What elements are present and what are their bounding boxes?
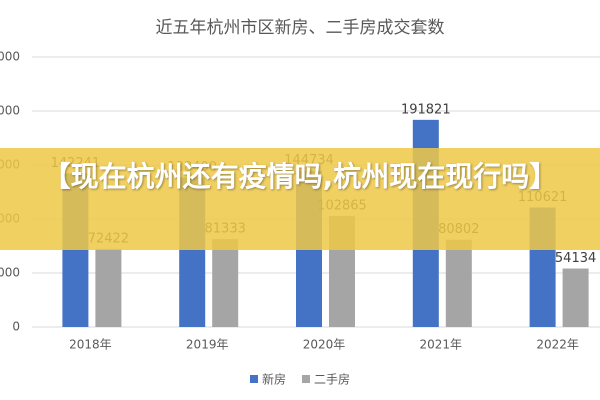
banner-background: [0, 148, 600, 250]
legend-label: 二手房: [314, 372, 350, 387]
y-tick-label: 50000: [0, 266, 20, 280]
y-tick-label: 0: [12, 320, 20, 334]
bar: [562, 268, 589, 327]
bar: [212, 239, 239, 327]
banner-text: 【现在杭州还有疫情吗,杭州现在现行吗】: [42, 160, 558, 193]
x-tick-label: 2022年: [536, 338, 579, 352]
x-tick-label: 2019年: [186, 338, 229, 352]
data-label: 191821: [401, 102, 451, 117]
y-tick-label: 200000: [0, 104, 20, 118]
x-tick-label: 2020年: [303, 338, 346, 352]
bar: [95, 248, 122, 327]
y-tick-label: 250000: [0, 50, 20, 64]
legend-swatch: [302, 375, 311, 383]
bar: [445, 239, 472, 327]
legend-label: 新房: [262, 372, 286, 387]
x-tick-label: 2021年: [420, 338, 463, 352]
data-label: 54134: [555, 251, 596, 266]
chart-title: 近五年杭州市区新房、二手房成交套数: [156, 18, 445, 38]
legend-swatch: [250, 375, 258, 383]
x-tick-label: 2018年: [69, 338, 112, 352]
